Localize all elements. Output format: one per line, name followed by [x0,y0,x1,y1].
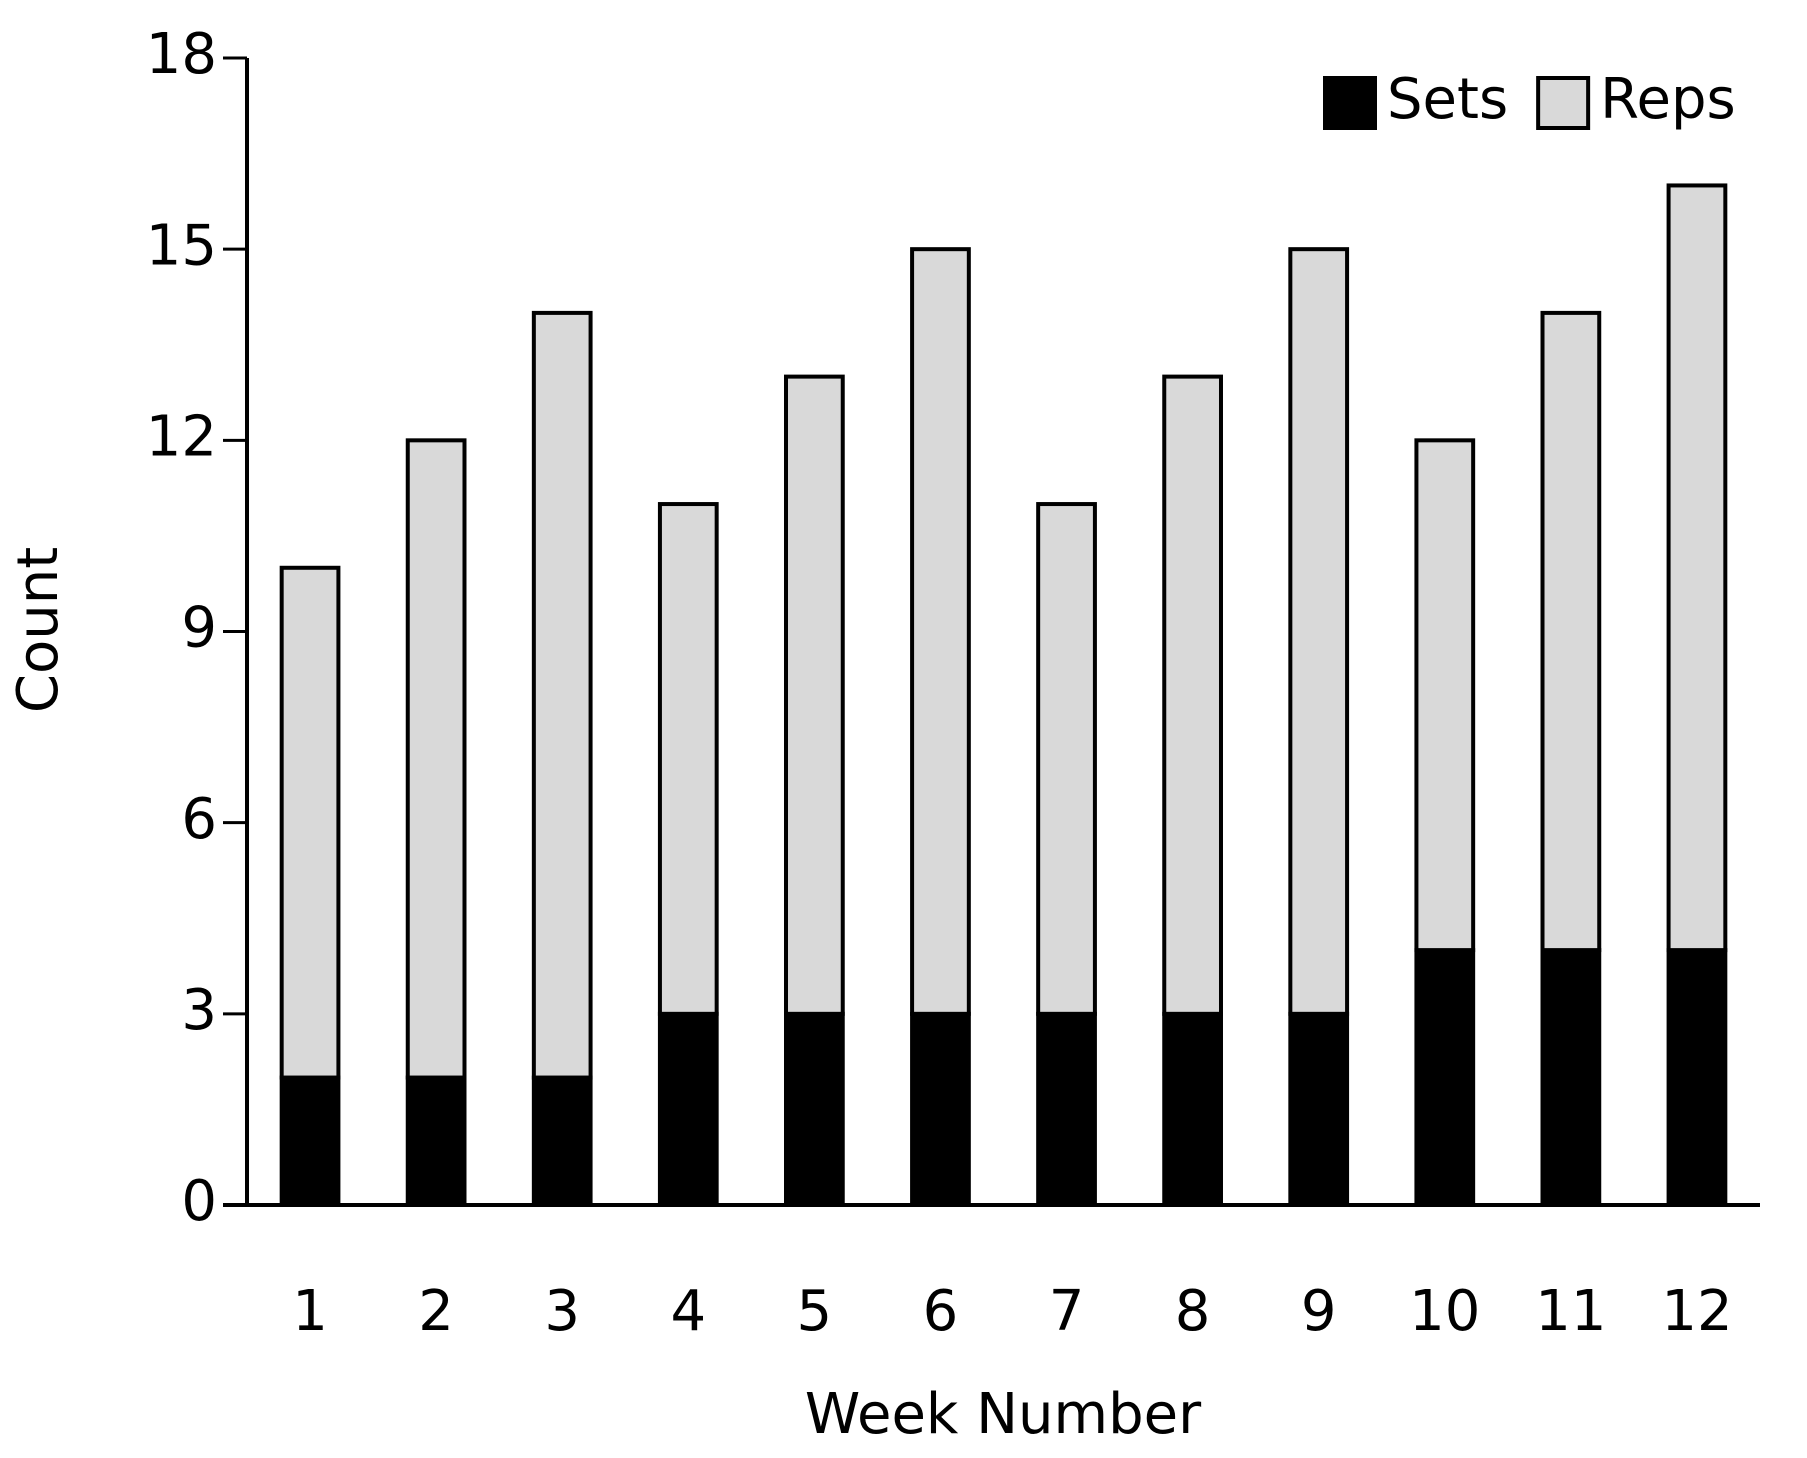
bar-segment [1288,247,1350,1016]
y-tick-label: 0 [181,1169,217,1234]
x-axis-title: Week Number [805,1382,1202,1447]
legend-label: Reps [1600,67,1736,132]
bar-segment [910,1011,971,1207]
bar-segment [1666,948,1728,1207]
bar-segment [531,310,593,1080]
x-tick-label: 11 [1535,1279,1606,1344]
x-tick-label: 5 [797,1279,833,1344]
bar-segment [279,565,341,1080]
bar-segment [1036,1011,1097,1207]
x-tick-label: 1 [292,1279,328,1344]
y-tick-label: 3 [181,978,217,1043]
bar-segment [405,438,467,1080]
y-axis-title: Count [6,547,71,713]
x-tick-label: 2 [418,1279,454,1344]
x-tick-label: 8 [1175,1279,1211,1344]
bar-segment [1414,948,1476,1207]
x-tick-label: 12 [1661,1279,1732,1344]
bar-segment [1036,502,1097,1016]
y-tick-label: 9 [181,596,217,661]
bar-segment [784,374,845,1016]
bar-segment [910,247,971,1016]
y-tick-label: 15 [146,213,217,278]
x-tick-label: 4 [670,1279,706,1344]
bar-segment [784,1011,845,1207]
y-tick-label: 12 [146,404,217,469]
bar-segment [531,1075,593,1207]
bar-segment [1540,948,1602,1207]
x-tick-label: 3 [544,1279,580,1344]
bar-segment [1666,183,1728,953]
x-tick-label: 9 [1301,1279,1337,1344]
x-tick-label: 7 [1049,1279,1085,1344]
x-tick-label: 10 [1409,1279,1480,1344]
y-tick-label: 18 [146,22,217,87]
legend-label: Sets [1387,67,1508,132]
legend-swatch [1536,76,1591,130]
bar-segment [657,502,719,1016]
bar-segment [1540,310,1602,953]
bar-segment [1162,374,1223,1016]
bar-segment [1414,438,1476,953]
legend-swatch [1323,76,1377,130]
bar-segment [279,1075,341,1207]
bar-segment [657,1011,719,1207]
bar-segment [405,1075,467,1207]
x-tick-label: 6 [923,1279,959,1344]
bar-segment [1288,1011,1350,1207]
y-tick-label: 6 [181,787,217,852]
bar-segment [1162,1011,1223,1207]
